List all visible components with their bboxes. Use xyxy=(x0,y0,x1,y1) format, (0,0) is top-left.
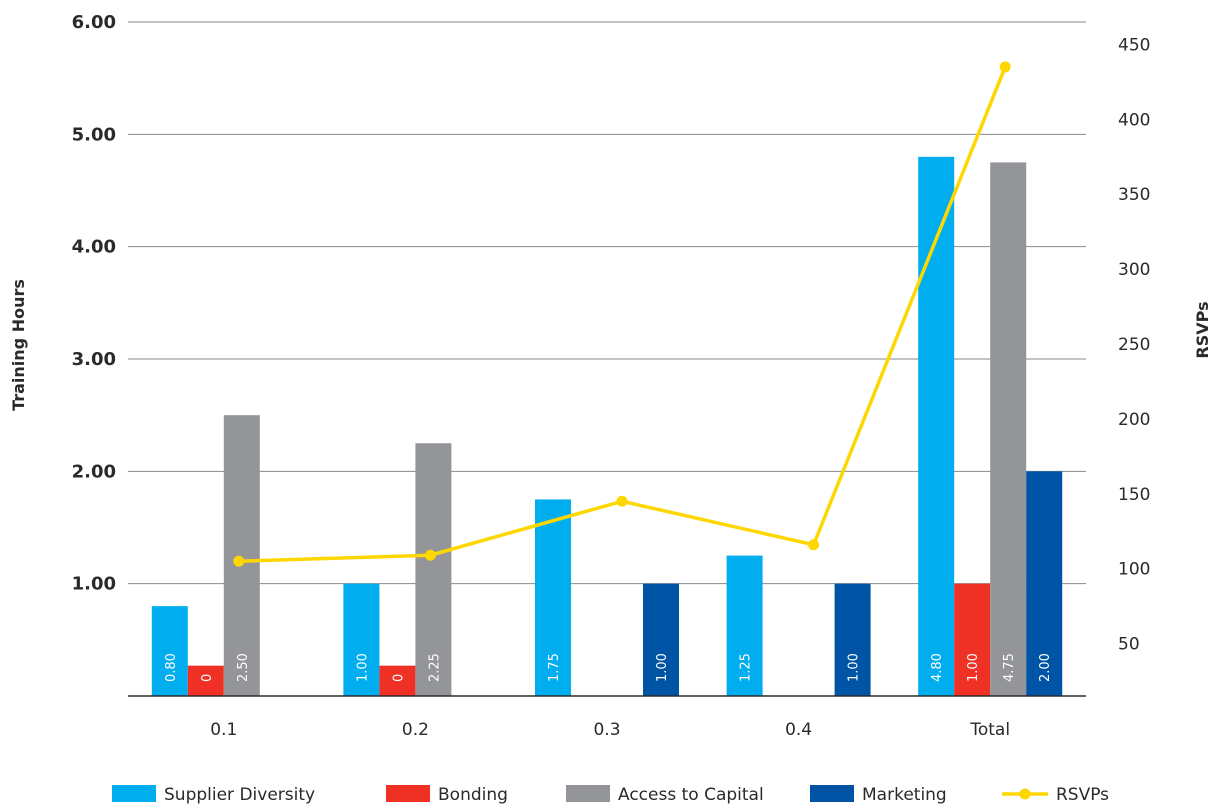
bar-data-label: 0.80 xyxy=(164,653,179,682)
y-tick-label: 5.00 xyxy=(72,124,116,145)
bar xyxy=(954,583,991,696)
x-tick-label: 0.2 xyxy=(402,720,429,740)
legend-label: Marketing xyxy=(862,785,947,805)
legend: Supplier Diversity Bonding Access to Capit… xyxy=(112,785,1109,805)
bar-data-label: 4.75 xyxy=(1002,653,1017,682)
legend-line-marker xyxy=(1019,788,1031,800)
bar-data-label: 1.75 xyxy=(547,653,562,682)
y2-tick-label: 50 xyxy=(1118,635,1140,655)
y2-tick-label: 450 xyxy=(1118,35,1150,55)
bar xyxy=(1026,471,1063,696)
bar xyxy=(343,583,380,696)
bar xyxy=(223,415,260,696)
rsvp-series-line xyxy=(238,66,1007,563)
bar xyxy=(535,499,571,696)
rsvp-point xyxy=(999,61,1011,73)
y2-tick-label: 150 xyxy=(1118,485,1150,505)
rsvp-point xyxy=(808,539,820,551)
bar xyxy=(918,156,955,697)
y2-tick-label: 300 xyxy=(1118,260,1150,280)
rsvp-point xyxy=(233,555,245,567)
y2-tick-label: 350 xyxy=(1118,185,1150,205)
x-tick-label: Total xyxy=(969,720,1010,740)
bar-data-label: 1.00 xyxy=(355,653,370,682)
axes: 1.00 2.00 3.00 4.00 5.00 6.00 50 100 150 200 250 30… xyxy=(72,12,1151,740)
legend-label: Supplier Diversity xyxy=(164,785,315,805)
rsvp-point xyxy=(616,495,628,507)
bar-data-label: 2.00 xyxy=(1038,653,1053,682)
y2-tick-label: 100 xyxy=(1118,560,1150,580)
legend-label: Bonding xyxy=(438,785,508,805)
legend-swatch xyxy=(810,785,854,802)
bar xyxy=(415,443,452,696)
y-tick-label: 2.00 xyxy=(72,461,116,482)
legend-label: RSVPs xyxy=(1056,785,1109,805)
y-tick-label: 4.00 xyxy=(72,237,116,258)
bar-data-label: 2.50 xyxy=(236,653,251,682)
x-tick-label: 0.1 xyxy=(210,720,237,740)
bar-data-label: 1.00 xyxy=(966,653,981,682)
legend-swatch xyxy=(112,785,156,802)
y2-tick-label: 200 xyxy=(1118,410,1150,430)
bar-data-label: 0 xyxy=(391,674,406,682)
bar-data-label: 0 xyxy=(200,674,215,682)
bar xyxy=(834,583,871,696)
y-axis-title: Training Hours xyxy=(9,279,28,411)
x-tick-label: 0.3 xyxy=(593,720,620,740)
bar-data-label: 1.00 xyxy=(655,653,670,682)
y2-axis-title: RSVPs xyxy=(1193,301,1212,358)
bar xyxy=(643,583,679,696)
bar xyxy=(151,606,188,696)
rsvp-line xyxy=(233,61,1011,567)
bar xyxy=(990,162,1027,696)
legend-label: Access to Capital xyxy=(618,785,764,805)
bar-data-label: 4.80 xyxy=(930,653,945,682)
bars: 0.80 0 2.50 1.00 0 2.25 1.75 1.00 1.25 1.00 4.80 1.… xyxy=(151,156,1063,697)
y-tick-label: 3.00 xyxy=(72,349,116,370)
y-tick-label: 1.00 xyxy=(72,574,116,595)
rsvp-point xyxy=(424,549,436,561)
bar xyxy=(726,555,763,696)
legend-swatch xyxy=(566,785,610,802)
y-tick-label: 6.00 xyxy=(72,12,116,33)
y2-tick-label: 250 xyxy=(1118,335,1150,355)
bar xyxy=(187,665,224,696)
legend-swatch xyxy=(386,785,430,802)
bar xyxy=(379,665,416,696)
bar-data-label: 2.25 xyxy=(427,653,442,682)
x-tick-label: 0.4 xyxy=(785,720,812,740)
bar-data-label: 1.00 xyxy=(847,653,862,682)
bar-data-label: 1.25 xyxy=(739,653,754,682)
y2-tick-label: 400 xyxy=(1118,110,1150,130)
